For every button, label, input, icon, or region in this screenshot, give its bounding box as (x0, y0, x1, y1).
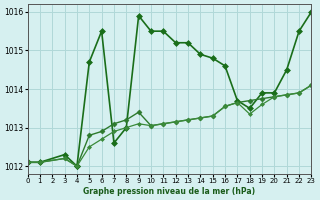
X-axis label: Graphe pression niveau de la mer (hPa): Graphe pression niveau de la mer (hPa) (84, 187, 256, 196)
